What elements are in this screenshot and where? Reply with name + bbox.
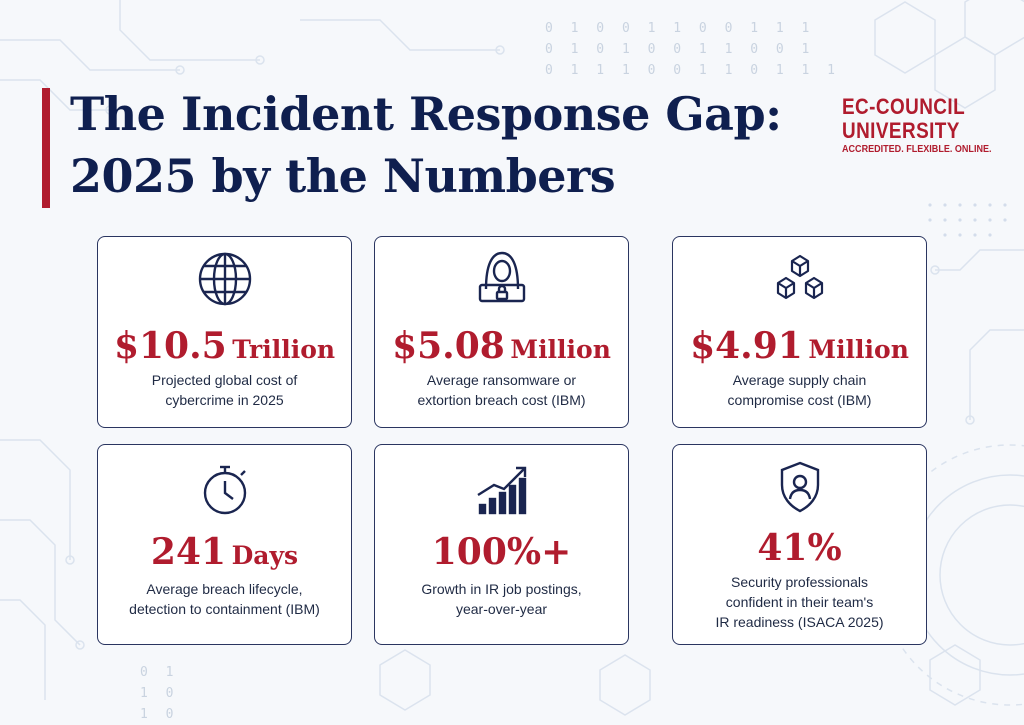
binary-decoration-bottom: 0 1 1 0 1 0 xyxy=(140,662,178,725)
stat-card-ir-job-growth: 100%+ Growth in IR job postings, year-ove… xyxy=(374,444,629,645)
binary-row: 0 1 1 1 0 0 1 1 0 1 1 1 xyxy=(545,63,841,78)
stat-description-line: compromise cost (IBM) xyxy=(727,392,872,408)
binary-row: 1 0 xyxy=(140,707,179,722)
stat-value: $4.91 Million xyxy=(673,325,926,367)
stat-card-ir-readiness: 41% Security professionals confident in t… xyxy=(672,444,927,645)
stat-value: $5.08 Million xyxy=(375,325,628,367)
brand-logo: EC-COUNCIL UNIVERSITY ACCREDITED. FLEXIB… xyxy=(842,95,1002,156)
globe-icon xyxy=(198,252,251,306)
stat-card-breach-lifecycle: 241 Days Average breach lifecycle, detect… xyxy=(97,444,352,645)
stat-value: $10.5 Trillion xyxy=(98,325,351,367)
stat-number: $4.91 xyxy=(690,325,803,367)
title-line-1: The Incident Response Gap: xyxy=(70,87,782,141)
stat-value: 41% xyxy=(673,527,926,569)
binary-decoration-top: 0 1 0 0 1 1 0 0 1 1 1 0 1 0 1 0 0 1 1 0 0… xyxy=(545,18,840,81)
stat-number: 100%+ xyxy=(431,531,572,573)
hooded-hacker-icon xyxy=(478,251,525,303)
stat-number: $10.5 xyxy=(113,325,227,367)
stat-description-line: Average breach lifecycle, xyxy=(146,581,303,597)
binary-row: 0 1 xyxy=(140,665,179,680)
stat-description-line: detection to containment (IBM) xyxy=(129,601,320,617)
stat-number: 41% xyxy=(757,527,842,569)
brand-name-line-2: UNIVERSITY xyxy=(842,118,960,143)
brand-tagline: ACCREDITED. FLEXIBLE. ONLINE. xyxy=(842,143,992,155)
stat-unit: Million xyxy=(808,335,909,364)
binary-row: 1 0 xyxy=(140,686,179,701)
stat-description-line: cybercrime in 2025 xyxy=(165,392,284,408)
binary-row: 0 1 0 1 0 0 1 1 0 0 1 xyxy=(545,42,815,57)
stat-card-supply-chain-cost: $4.91 Million Average supply chain compro… xyxy=(672,236,927,428)
stat-description-line: Growth in IR job postings, xyxy=(421,581,582,597)
stat-description: Average ransomware or extortion breach co… xyxy=(383,370,620,410)
stat-description: Average supply chain compromise cost (IBM… xyxy=(681,370,918,410)
stat-description-line: IR readiness (ISACA 2025) xyxy=(715,614,884,630)
stat-description: Average breach lifecycle, detection to co… xyxy=(106,579,343,619)
title-accent-bar xyxy=(42,88,50,208)
stat-number: 241 xyxy=(150,531,227,573)
title-line-2: 2025 by the Numbers xyxy=(70,149,616,203)
stat-value: 100%+ xyxy=(375,531,628,573)
growth-chart-icon xyxy=(476,466,526,515)
stat-description-line: Average supply chain xyxy=(732,372,867,388)
stat-description-line: Projected global cost of xyxy=(151,372,298,388)
brand-name-line-1: EC-COUNCIL xyxy=(842,94,966,119)
binary-row: 0 1 0 0 1 1 0 0 1 1 1 xyxy=(545,21,815,36)
stat-description-line: extortion breach cost (IBM) xyxy=(417,392,586,408)
stat-unit: Million xyxy=(510,335,611,364)
stat-value: 241 Days xyxy=(98,531,351,573)
stat-description-line: confident in their team's xyxy=(725,594,874,610)
stat-description-line: Security professionals xyxy=(731,574,868,590)
stat-card-cybercrime-cost: $10.5 Trillion Projected global cost of c… xyxy=(97,236,352,428)
stopwatch-icon xyxy=(203,465,246,515)
stat-description: Projected global cost of cybercrime in 20… xyxy=(106,370,343,410)
stat-description-line: year-over-year xyxy=(455,601,548,617)
stat-description-line: Average ransomware or xyxy=(426,372,577,388)
stat-card-ransomware-cost: $5.08 Million Average ransomware or extor… xyxy=(374,236,629,428)
page-title: The Incident Response Gap: 2025 by the N… xyxy=(70,83,782,207)
boxes-icon xyxy=(776,254,823,300)
stat-description: Growth in IR job postings, year-over-year xyxy=(383,579,620,619)
stat-unit: Trillion xyxy=(232,335,336,364)
stat-unit: Days xyxy=(231,541,299,570)
shield-user-icon xyxy=(780,461,819,513)
stat-description: Security professionals confident in their… xyxy=(681,572,918,632)
stat-number: $5.08 xyxy=(392,325,505,367)
